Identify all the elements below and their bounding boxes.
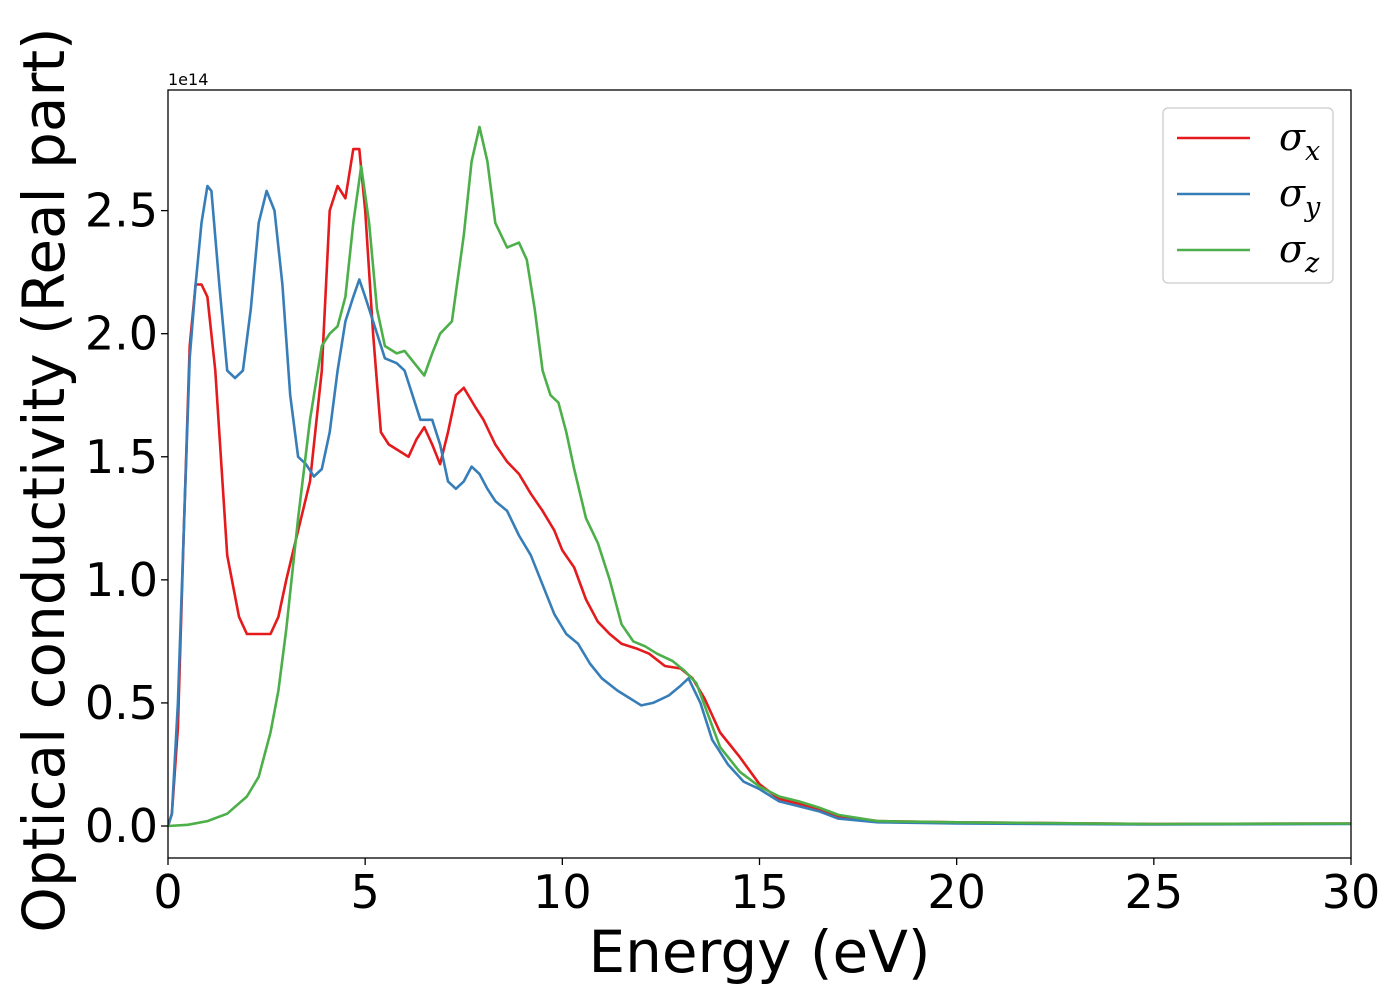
x-tick-label: 5 xyxy=(351,865,380,919)
y-tick-label: 1.5 xyxy=(85,430,158,484)
legend-label-y: σy xyxy=(1279,171,1321,223)
series-line-y xyxy=(168,184,1351,827)
x-tick-label: 15 xyxy=(730,865,789,919)
y-tick-label: 0.0 xyxy=(85,799,158,853)
legend-label-z: σz xyxy=(1279,227,1320,279)
y-offset-text: 1e14 xyxy=(168,70,208,89)
x-tick-label: 30 xyxy=(1322,865,1381,919)
y-tick-label: 2.5 xyxy=(85,184,158,238)
x-tick-label: 25 xyxy=(1125,865,1184,919)
y-tick-label: 2.0 xyxy=(85,307,158,361)
x-axis-label: Energy (eV) xyxy=(588,918,930,986)
series-layer xyxy=(168,125,1351,828)
y-axis-ticks: 0.0 0.5 1.0 1.5 2.0 2.5 xyxy=(85,184,168,853)
legend-box xyxy=(1162,107,1334,284)
y-tick-label: 1.0 xyxy=(85,553,158,607)
x-tick-label: 20 xyxy=(927,865,986,919)
series-line-z xyxy=(168,125,1351,828)
y-tick-label: 0.5 xyxy=(85,676,158,730)
legend-label-x: σx xyxy=(1279,115,1320,167)
series-line-x xyxy=(168,147,1351,827)
x-tick-label: 0 xyxy=(153,865,182,919)
x-tick-label: 10 xyxy=(533,865,592,919)
x-axis-ticks: 0 5 10 15 20 25 30 xyxy=(153,858,1380,919)
y-axis-label: Optical conductivity (Real part) xyxy=(10,27,78,932)
